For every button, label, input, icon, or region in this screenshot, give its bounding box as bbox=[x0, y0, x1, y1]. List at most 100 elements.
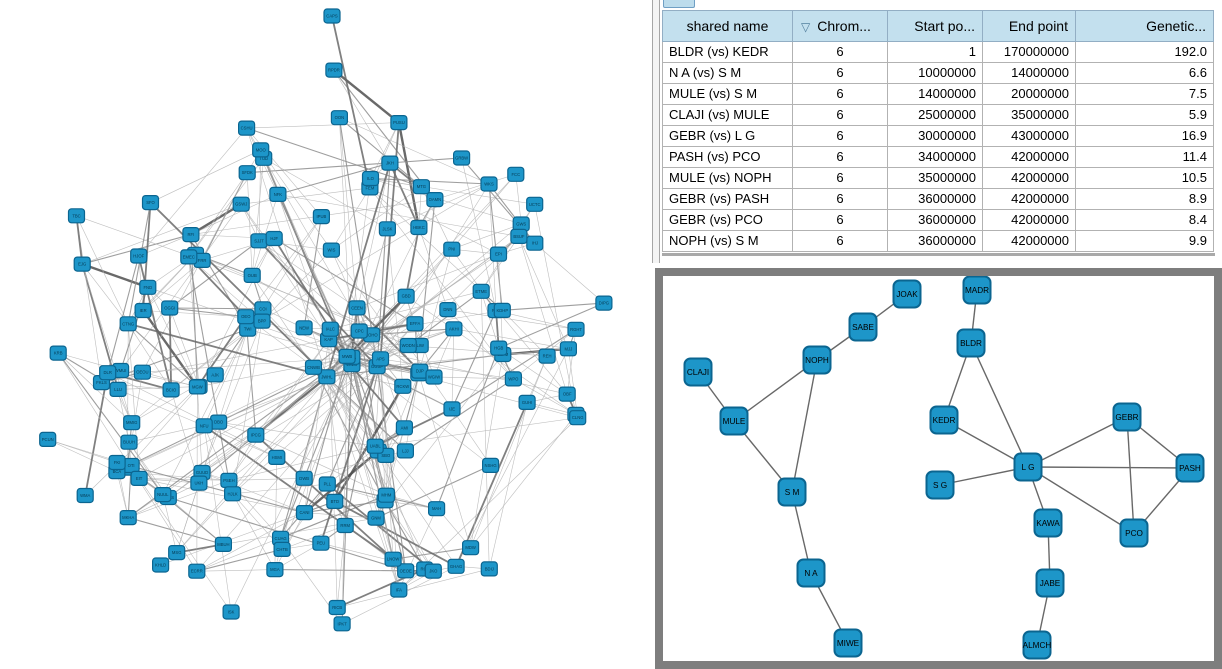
network-node[interactable]: DJP bbox=[411, 363, 429, 379]
network-node[interactable]: NFU bbox=[195, 418, 213, 434]
network-edge[interactable] bbox=[326, 162, 391, 378]
cell-start-position[interactable]: 35000000 bbox=[887, 167, 983, 189]
network-node[interactable]: LNOW bbox=[384, 551, 402, 567]
network-node[interactable]: CAPS bbox=[323, 8, 341, 24]
network-edge[interactable] bbox=[331, 186, 422, 251]
network-node[interactable]: MOO bbox=[252, 142, 270, 158]
network-edge[interactable] bbox=[376, 366, 407, 571]
network-edge[interactable] bbox=[328, 339, 568, 395]
network-edge[interactable] bbox=[127, 323, 140, 479]
network-node[interactable]: NEW bbox=[295, 320, 313, 336]
network-edge[interactable] bbox=[405, 248, 452, 297]
network-edge[interactable] bbox=[405, 373, 420, 451]
network-node[interactable]: BLDR bbox=[956, 328, 986, 358]
network-node[interactable]: MKHA bbox=[119, 509, 137, 526]
network-edge[interactable] bbox=[791, 359, 818, 493]
network-edge[interactable] bbox=[408, 345, 548, 357]
network-node[interactable]: SFDK bbox=[238, 165, 256, 181]
cell-chromosome[interactable]: 6 bbox=[792, 167, 888, 189]
network-edge[interactable] bbox=[280, 376, 328, 539]
cell-end-point[interactable]: 14000000 bbox=[982, 62, 1076, 84]
network-node[interactable]: BPP bbox=[253, 313, 271, 329]
network-node[interactable]: NSHG bbox=[482, 457, 500, 473]
network-edge[interactable] bbox=[380, 358, 514, 380]
network-node[interactable]: WMA bbox=[76, 487, 94, 504]
network-edge[interactable] bbox=[518, 236, 569, 349]
cell-genetic-distance[interactable]: 7.5 bbox=[1075, 83, 1214, 105]
network-node[interactable]: OEOU bbox=[133, 364, 151, 380]
network-edge[interactable] bbox=[228, 478, 305, 481]
network-edge[interactable] bbox=[451, 174, 517, 250]
network-edge[interactable] bbox=[447, 309, 577, 330]
network-edge[interactable] bbox=[127, 386, 200, 469]
network-node[interactable]: WODN bbox=[399, 337, 417, 354]
network-edge[interactable] bbox=[333, 69, 436, 200]
network-edge[interactable] bbox=[380, 183, 490, 360]
network-edge[interactable] bbox=[262, 216, 322, 309]
network-node[interactable]: DIPG bbox=[595, 295, 613, 311]
network-edge[interactable] bbox=[331, 15, 371, 189]
cell-genetic-distance[interactable]: 10.5 bbox=[1075, 167, 1214, 189]
network-node[interactable]: CLAJI bbox=[683, 357, 713, 387]
network-edge[interactable] bbox=[526, 355, 548, 403]
network-edge[interactable] bbox=[374, 386, 404, 447]
network-node[interactable]: ILO bbox=[361, 170, 380, 187]
network-node[interactable]: BTD bbox=[326, 493, 344, 509]
network-edge[interactable] bbox=[397, 122, 421, 228]
network-edge[interactable] bbox=[331, 187, 371, 251]
cell-shared-name[interactable]: PASH (vs) PCO bbox=[662, 146, 793, 168]
network-node[interactable]: PCO bbox=[1119, 518, 1149, 548]
network-edge[interactable] bbox=[196, 316, 247, 388]
network-node[interactable]: IPUB bbox=[312, 209, 330, 225]
network-node[interactable]: PCUN bbox=[39, 431, 57, 447]
network-node[interactable]: BCIO bbox=[162, 382, 180, 398]
network-edge[interactable] bbox=[515, 174, 522, 225]
cell-genetic-distance[interactable]: 9.9 bbox=[1075, 230, 1214, 252]
network-edge[interactable] bbox=[258, 240, 360, 332]
table-row[interactable]: GEBR (vs) L G 6 30000000 43000000 16.9 bbox=[662, 125, 1214, 147]
network-edge[interactable] bbox=[375, 417, 578, 447]
network-node[interactable]: ISK bbox=[222, 604, 240, 620]
network-node[interactable]: JLSK bbox=[378, 221, 396, 237]
network-edge[interactable] bbox=[451, 223, 522, 250]
network-edge[interactable] bbox=[374, 408, 453, 448]
network-edge[interactable] bbox=[326, 376, 471, 548]
network-edge[interactable] bbox=[81, 262, 149, 289]
network-edge[interactable] bbox=[169, 307, 200, 387]
sort-descending-icon[interactable]: ▽ bbox=[801, 20, 811, 34]
network-edge[interactable] bbox=[386, 427, 405, 496]
network-edge[interactable] bbox=[380, 358, 400, 591]
network-edge[interactable] bbox=[1027, 466, 1191, 469]
network-node[interactable]: MTG bbox=[412, 179, 430, 195]
network-node[interactable]: S M bbox=[777, 477, 807, 507]
network-edge[interactable] bbox=[480, 291, 490, 569]
table-tab-stub[interactable] bbox=[663, 0, 695, 8]
network-node[interactable]: GSWJ bbox=[232, 196, 250, 212]
network-edge[interactable] bbox=[369, 187, 514, 380]
network-node[interactable]: ECRR bbox=[188, 563, 206, 579]
network-edge[interactable] bbox=[274, 512, 305, 570]
cell-start-position[interactable]: 36000000 bbox=[887, 230, 983, 252]
cell-shared-name[interactable]: GEBR (vs) PASH bbox=[662, 188, 793, 210]
network-node[interactable]: UABL bbox=[366, 438, 384, 454]
network-node[interactable]: RGHT bbox=[567, 321, 585, 337]
column-header-start-position[interactable]: Start po... bbox=[887, 10, 983, 42]
network-node[interactable]: MHM bbox=[377, 487, 395, 503]
network-node[interactable]: SFO bbox=[141, 195, 160, 211]
network-node[interactable]: L G bbox=[1013, 452, 1043, 482]
network-edge[interactable] bbox=[281, 364, 353, 550]
column-header-genetic-distance[interactable]: Genetic... bbox=[1075, 10, 1214, 42]
table-row[interactable]: NOPH (vs) S M 6 36000000 42000000 9.9 bbox=[662, 230, 1214, 252]
network-node[interactable]: OUB bbox=[243, 267, 261, 283]
network-edge[interactable] bbox=[451, 310, 497, 410]
network-node[interactable]: REH bbox=[538, 348, 556, 364]
network-edge[interactable] bbox=[418, 373, 471, 548]
network-edge[interactable] bbox=[303, 327, 378, 367]
network-node[interactable]: TBC bbox=[67, 208, 86, 224]
network-edge[interactable] bbox=[513, 378, 577, 415]
network-edge[interactable] bbox=[176, 356, 348, 553]
network-edge[interactable] bbox=[84, 372, 109, 496]
cell-shared-name[interactable]: BLDR (vs) KEDR bbox=[662, 41, 793, 63]
network-edge[interactable] bbox=[169, 307, 263, 310]
network-node[interactable]: PSEH bbox=[220, 472, 238, 488]
